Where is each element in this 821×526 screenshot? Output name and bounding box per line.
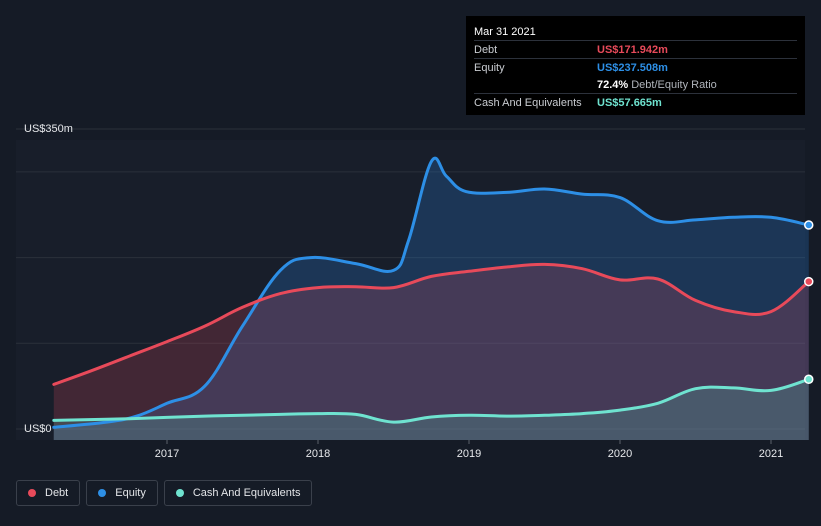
series-lines	[52, 156, 811, 429]
tooltip-date: Mar 31 2021	[474, 26, 536, 38]
tooltip-equity-label: Equity	[474, 61, 505, 74]
cash-line	[52, 377, 811, 424]
legend-item-cash[interactable]: Cash And Equivalents	[163, 480, 313, 506]
legend-equity-dot-icon	[98, 489, 107, 497]
tooltip-debt-row: Debt US$171.942m	[474, 40, 797, 58]
cash-endpoint-marker	[804, 374, 814, 385]
tooltip-debt-label: Debt	[474, 43, 498, 56]
chart-legend: Debt Equity Cash And Equivalents	[16, 480, 313, 506]
x-axis-ticks: 2017 2018 2019 2020 2021	[155, 440, 783, 460]
tooltip-cash-label: Cash And Equivalents	[474, 96, 582, 109]
debt-endpoint-marker	[804, 276, 814, 287]
legend-item-debt[interactable]: Debt	[16, 480, 81, 506]
legend-debt-dot-icon	[28, 489, 36, 497]
x-tick-label-2019: 2019	[457, 448, 481, 460]
legend-debt-label: Debt	[45, 487, 69, 499]
y-axis-top-label: US$350m	[24, 123, 73, 135]
tooltip-ratio-label: Debt/Equity Ratio	[631, 78, 717, 91]
tooltip-debt-value: US$171.942m	[597, 43, 668, 56]
tooltip-cash-row: Cash And Equivalents US$57.665m	[474, 93, 797, 111]
debt-line	[52, 262, 811, 386]
x-tick-label-2018: 2018	[306, 448, 330, 460]
x-tick-label-2021: 2021	[759, 448, 783, 460]
equity-endpoint-marker	[804, 220, 814, 230]
equity-line	[52, 156, 811, 429]
legend-cash-dot-icon	[175, 489, 184, 497]
y-axis-bottom-label: US$0	[24, 423, 52, 435]
tooltip-equity-value: US$237.508m	[597, 61, 668, 74]
data-tooltip: Mar 31 2021 Debt US$171.942m Equity US$2…	[466, 16, 805, 115]
tooltip-cash-value: US$57.665m	[597, 96, 662, 109]
legend-cash-label: Cash And Equivalents	[192, 487, 301, 499]
cash-area	[53, 379, 809, 440]
tooltip-ratio-row: 72.4% Debt/Equity Ratio	[474, 76, 797, 93]
equity-area	[53, 158, 809, 440]
x-tick-label-2020: 2020	[608, 448, 632, 460]
legend-equity-label: Equity	[115, 487, 146, 499]
series-endpoints	[804, 220, 814, 385]
legend-item-equity[interactable]: Equity	[86, 480, 158, 506]
plot-background	[16, 140, 805, 440]
x-tick-label-2017: 2017	[155, 448, 179, 460]
tooltip-equity-row: Equity US$237.508m	[474, 58, 797, 76]
gridlines	[16, 128, 805, 440]
tooltip-ratio-value: 72.4%	[597, 78, 629, 91]
